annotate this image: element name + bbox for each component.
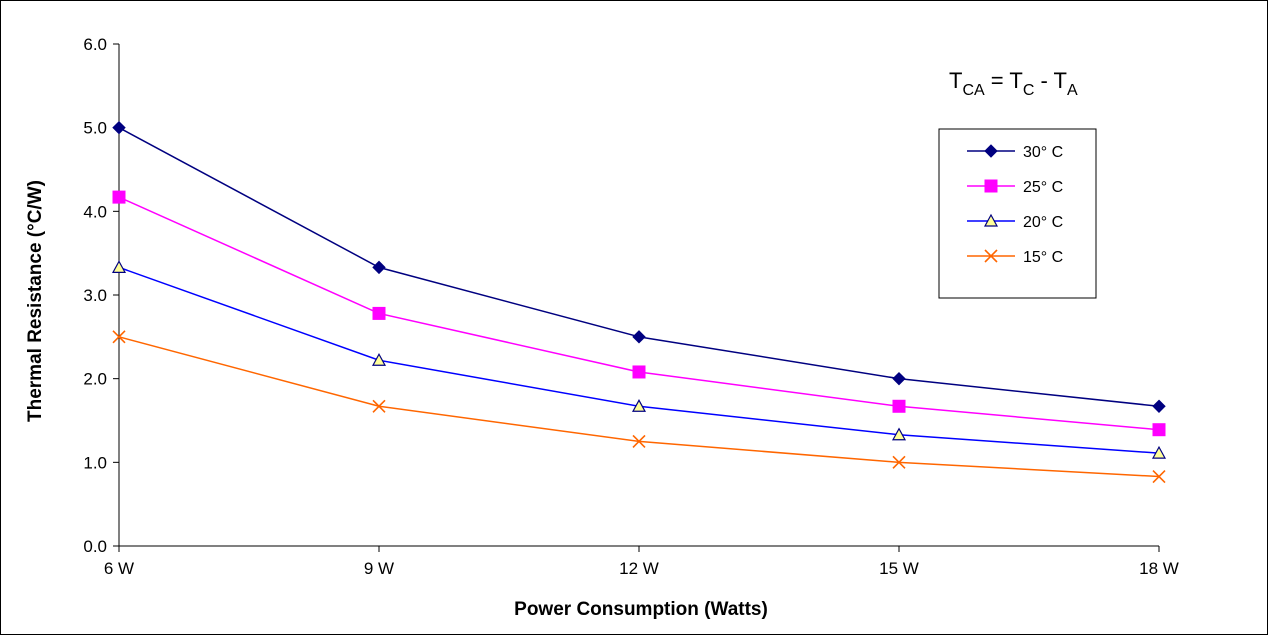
formula-t1: T [949,68,962,93]
legend-label-0: 30° C [1023,144,1063,161]
x-tick-label: 12 W [619,559,659,578]
series-markers [111,120,1167,484]
data-point-2-4 [1151,445,1167,459]
x-axis-title: Power Consumption (Watts) [514,599,768,620]
data-point-2-2 [631,399,647,412]
data-point-0-1 [372,260,386,275]
formula-t2: T [1009,68,1022,93]
y-axis-title: Thermal Resistance (°C/W) [25,180,46,422]
data-point-3-0 [112,330,126,344]
data-point-1-1 [372,306,386,320]
x-tick-label: 9 W [364,559,394,578]
data-point-1-0 [112,190,126,204]
legend-marker-3 [984,249,998,263]
formula-sub-c: C [1023,82,1035,99]
data-point-2-0 [111,260,127,273]
data-point-3-1 [372,399,386,413]
y-tick-label: 1.0 [83,453,107,472]
x-tick-label: 6 W [104,559,134,578]
legend-label-2: 20° C [1023,214,1063,231]
data-point-2-1 [371,353,387,366]
data-point-3-3 [892,455,906,469]
formula-minus: - [1034,68,1053,93]
y-tick-label: 6.0 [83,35,107,54]
y-tick-label: 3.0 [83,286,107,305]
data-point-0-4 [1152,399,1166,413]
data-point-0-0 [112,120,126,135]
legend-marker-2 [983,213,999,227]
formula-sub-a: A [1067,82,1078,99]
tick-labels: 0.0 1.0 2.0 3.0 4.0 5.0 6.0 6 W 9 W 12 W 15 W 18 W [83,35,1178,578]
x-tick-label: 15 W [879,559,919,578]
data-point-1-4 [1152,423,1166,437]
data-point-3-2 [632,434,646,448]
legend-marker-1 [984,179,998,193]
data-point-1-3 [892,399,906,413]
data-point-0-3 [892,371,906,386]
legend-marker-0 [984,144,998,158]
formula-eq: = [985,68,1010,93]
legend: 30° C 25° C 20° C 15° C [938,128,1097,299]
formula-t3: T [1054,68,1067,93]
data-point-1-2 [632,365,646,379]
formula-sub-ca: CA [962,82,985,99]
legend-box [938,128,1097,299]
data-point-0-2 [632,330,646,344]
data-point-2-3 [891,427,907,441]
y-tick-label: 0.0 [83,537,107,556]
y-tick-label: 5.0 [83,119,107,138]
legend-label-3: 15° C [1023,249,1063,266]
x-tick-label: 18 W [1139,559,1179,578]
legend-label-1: 25° C [1023,179,1063,196]
y-tick-label: 2.0 [83,370,107,389]
formula-annotation: TCA = TC - TA [949,68,1078,99]
y-tick-label: 4.0 [83,202,107,221]
data-point-3-4 [1152,469,1166,484]
